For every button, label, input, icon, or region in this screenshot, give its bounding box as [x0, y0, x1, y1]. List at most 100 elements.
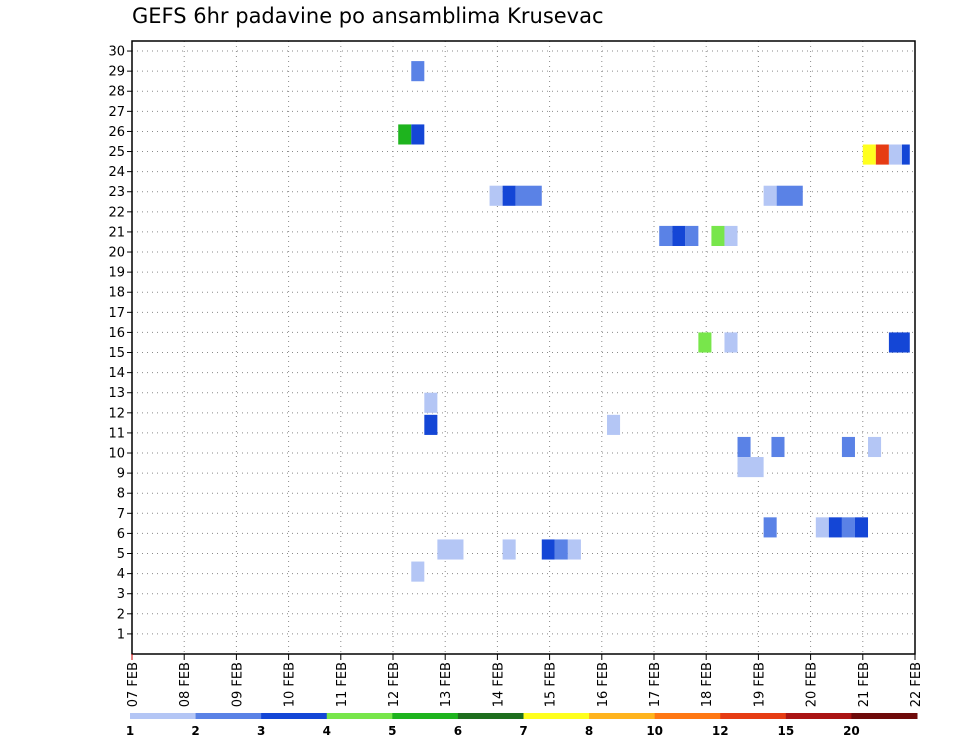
heatmap-cell [541, 539, 555, 560]
y-tick-label: 6 [117, 527, 125, 542]
colorbar-segment [326, 713, 393, 719]
colorbar-label: 2 [191, 724, 199, 738]
y-tick-label: 19 [108, 266, 125, 281]
colorbar-label: 3 [257, 724, 265, 738]
x-tick-label: 17 FEB [648, 662, 663, 707]
y-tick-label: 28 [108, 85, 125, 100]
heatmap-cell [868, 436, 882, 458]
heatmap-cell [659, 225, 673, 247]
y-tick-label: 9 [117, 467, 125, 482]
y-tick-label: 7 [117, 507, 125, 522]
x-tick-label: 21 FEB [857, 662, 872, 707]
y-tick-label: 24 [108, 165, 125, 180]
colorbar-label: 12 [712, 724, 729, 738]
colorbar-segment [130, 713, 197, 719]
colorbar-label: 4 [323, 724, 331, 738]
heatmap-cell [411, 61, 425, 82]
y-tick-label: 13 [108, 386, 125, 401]
heatmap-cell [567, 539, 581, 560]
y-tick-label: 11 [108, 426, 125, 441]
colorbar-segment [720, 713, 787, 719]
x-tick-label: 18 FEB [700, 662, 715, 707]
heatmap-cell [685, 225, 699, 247]
heatmap-cell [862, 144, 876, 165]
colorbar-segment [785, 713, 852, 719]
x-tick-label: 15 FEB [544, 662, 559, 707]
colorbar-segment [851, 713, 918, 719]
colorbar-segment [523, 713, 590, 719]
heatmap-cell [437, 539, 464, 560]
colorbar-segment [457, 713, 524, 719]
y-tick-label: 4 [117, 567, 125, 582]
x-tick-label: 07 FEB [126, 662, 141, 707]
heatmap-cell [554, 539, 568, 560]
y-tick-label: 17 [108, 306, 125, 321]
heatmap-cell [828, 517, 842, 538]
heatmap-cell [515, 185, 542, 206]
y-tick-label: 8 [117, 487, 125, 502]
x-tick-label: 12 FEB [387, 662, 402, 707]
y-tick-label: 12 [108, 406, 125, 421]
heatmap-cell [737, 436, 751, 458]
y-tick-label: 30 [108, 45, 125, 60]
heatmap-cell [815, 517, 829, 538]
y-tick-label: 3 [117, 587, 125, 602]
heatmap-cell [502, 185, 516, 206]
heatmap-cell [724, 225, 738, 247]
heatmap-cell [776, 185, 803, 206]
x-tick-label: 20 FEB [805, 662, 820, 707]
heatmap-cell [698, 332, 712, 353]
heatmap-cell [711, 225, 725, 247]
y-tick-label: 15 [108, 346, 125, 361]
x-tick-label: 19 FEB [752, 662, 767, 707]
heatmap-cell [841, 436, 855, 458]
heatmap-cell [672, 225, 686, 247]
heatmap-cell [724, 332, 738, 353]
colorbar-segment [654, 713, 721, 719]
y-tick-label: 10 [108, 447, 125, 462]
heatmap-cell [771, 436, 785, 458]
y-tick-label: 2 [117, 607, 125, 622]
y-tick-label: 18 [108, 286, 125, 301]
heatmap-cell [424, 414, 438, 435]
heatmap-cell [411, 561, 425, 582]
heatmap-cell [854, 517, 869, 538]
heatmap-cell [502, 539, 516, 560]
y-tick-label: 26 [108, 125, 125, 140]
plot-frame [131, 40, 916, 655]
y-tick-label: 14 [108, 366, 125, 381]
y-tick-label: 21 [108, 225, 125, 240]
y-tick-label: 27 [108, 105, 125, 120]
colorbar-label: 1 [126, 724, 134, 738]
heatmap-cell [607, 414, 621, 435]
heatmap-cell [875, 144, 889, 165]
y-tick-label: 25 [108, 145, 125, 160]
x-tick-label: 13 FEB [439, 662, 454, 707]
colorbar-label: 7 [519, 724, 527, 738]
colorbar-label: 10 [646, 724, 663, 738]
heatmap-cell [763, 517, 777, 538]
y-tick-label: 23 [108, 185, 125, 200]
heatmap-cell [424, 392, 438, 413]
heatmap-cell [489, 185, 503, 206]
x-tick-label: 09 FEB [230, 662, 245, 707]
x-tick-label: 16 FEB [596, 662, 611, 707]
colorbar-segment [195, 713, 262, 719]
y-tick-label: 22 [108, 205, 125, 220]
heatmap-cell [411, 124, 425, 145]
colorbar-segment [392, 713, 459, 719]
colorbar-segment [589, 713, 656, 719]
heatmap-cell [888, 144, 902, 165]
heatmap-cell [737, 457, 764, 478]
x-tick-label: 10 FEB [283, 662, 298, 707]
x-tick-label: 11 FEB [335, 662, 350, 707]
colorbar-label: 5 [388, 724, 396, 738]
y-tick-label: 29 [108, 65, 125, 80]
colorbar-segment [261, 713, 328, 719]
y-tick-label: 16 [108, 326, 125, 341]
heatmap-cell [888, 332, 910, 353]
colorbar-label: 8 [585, 724, 593, 738]
y-tick-label: 1 [117, 627, 125, 642]
y-tick-label: 5 [117, 547, 125, 562]
heatmap-cell [763, 185, 777, 206]
